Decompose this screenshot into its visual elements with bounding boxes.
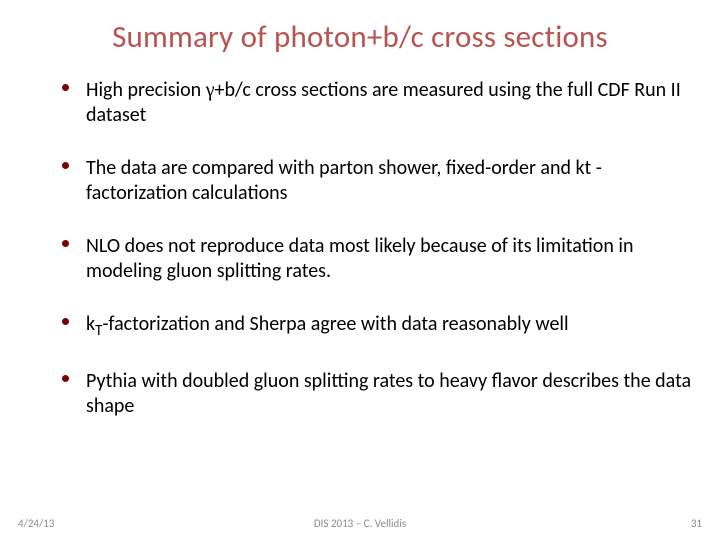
slide-title: Summary of photon+b/c cross sections <box>28 18 692 56</box>
slide-footer: 4/24/13 DIS 2013 – C. Vellidis 31 <box>0 517 720 530</box>
bullet-list: High precision γ+b/c cross sections are … <box>28 78 692 419</box>
bullet-icon <box>62 162 69 169</box>
bullet-text: The data are compared with parton shower… <box>86 156 602 205</box>
bullet-text: Pythia with doubled gluon splitting rate… <box>86 369 691 418</box>
gamma-symbol: γ <box>206 79 215 101</box>
bullet-icon <box>62 318 69 325</box>
text-fragment: High precision <box>86 78 206 102</box>
bullet-icon <box>62 375 69 382</box>
text-fragment: -factorization and Sherpa agree with dat… <box>102 312 568 336</box>
footer-conference: DIS 2013 – C. Vellidis <box>314 517 406 530</box>
list-item: kT-factorization and Sherpa agree with d… <box>62 312 692 341</box>
bullet-text: High precision γ+b/c cross sections are … <box>86 78 681 127</box>
bullet-icon <box>62 240 69 247</box>
footer-date: 4/24/13 <box>18 517 54 530</box>
footer-page-number: 31 <box>691 517 702 530</box>
bullet-text: kT-factorization and Sherpa agree with d… <box>86 312 569 336</box>
list-item: High precision γ+b/c cross sections are … <box>62 78 692 128</box>
list-item: NLO does not reproduce data most likely … <box>62 234 692 284</box>
bullet-icon <box>62 84 69 91</box>
list-item: Pythia with doubled gluon splitting rate… <box>62 369 692 419</box>
list-item: The data are compared with parton shower… <box>62 156 692 206</box>
bullet-text: NLO does not reproduce data most likely … <box>86 234 633 283</box>
text-fragment: k <box>86 312 95 336</box>
